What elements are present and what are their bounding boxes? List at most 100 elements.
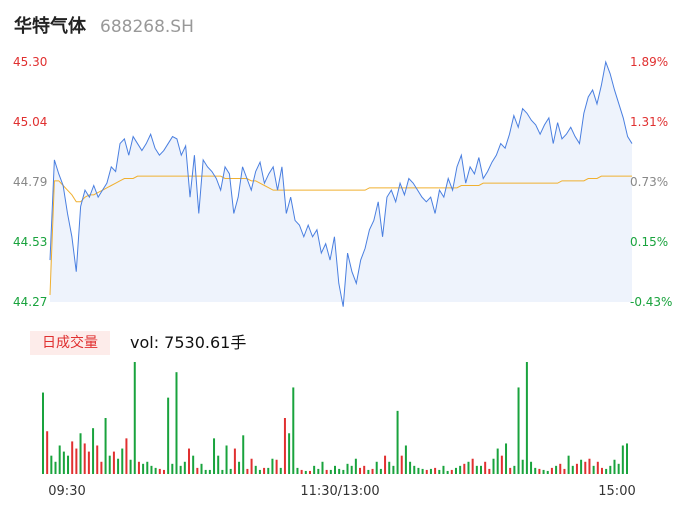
volume-bar <box>409 461 412 474</box>
volume-bar <box>242 435 245 474</box>
volume-bar <box>359 467 362 474</box>
volume-bar <box>609 465 612 474</box>
volume-bar <box>50 455 53 474</box>
volume-bar <box>71 441 74 474</box>
volume-bar <box>104 418 107 474</box>
volume-bar <box>137 461 140 474</box>
volume-bar <box>392 465 395 474</box>
y-tick-right: 1.89% <box>630 55 668 69</box>
volume-bar <box>317 468 320 474</box>
volume-bar <box>434 467 437 474</box>
volume-bar <box>254 465 257 474</box>
stock-code: 688268.SH <box>100 17 194 37</box>
volume-bar <box>375 461 378 474</box>
volume-bar <box>87 451 90 474</box>
volume-bar <box>154 467 157 474</box>
volume-bar <box>112 451 115 474</box>
y-tick-right: 0.73% <box>630 175 668 189</box>
volume-bar <box>613 459 616 474</box>
average-price-line <box>49 175 632 296</box>
volume-bar <box>480 465 482 474</box>
volume-bar <box>438 469 441 474</box>
volume-bar <box>67 455 70 474</box>
volume-bar <box>246 468 249 474</box>
volume-bar <box>171 463 174 474</box>
volume-bar <box>167 397 170 474</box>
volume-bar <box>354 458 357 474</box>
volume-bar <box>200 463 203 474</box>
volume-bar <box>559 463 562 474</box>
y-tick-right: -0.43% <box>630 295 672 309</box>
volume-bar <box>133 362 136 474</box>
volume-bar <box>505 443 508 474</box>
volume-bar <box>475 465 478 474</box>
volume-bar <box>183 461 186 474</box>
volume-bar <box>263 467 266 474</box>
volume-bar <box>371 468 374 474</box>
volume-bar <box>83 443 86 474</box>
volume-bar <box>580 459 583 474</box>
volume-bar <box>146 461 149 474</box>
volume-bar <box>442 465 445 474</box>
volume-bar <box>208 469 211 474</box>
y-tick-right: 0.15% <box>630 235 668 249</box>
volume-bar <box>626 443 628 474</box>
volume-bar <box>288 433 291 474</box>
volume-bar <box>425 469 428 474</box>
volume-bar <box>100 461 103 474</box>
volume-bar <box>400 455 403 474</box>
volume-bar <box>329 469 332 474</box>
volume-bar <box>96 445 99 474</box>
volume-bar <box>271 458 274 474</box>
volume-badge: 日成交量 <box>30 331 110 355</box>
volume-bar <box>217 455 220 474</box>
volume-bar <box>454 467 457 474</box>
volume-bar <box>417 467 420 474</box>
volume-bar <box>117 458 120 474</box>
volume-bar <box>233 448 236 474</box>
volume-bar <box>346 463 349 474</box>
volume-bar <box>196 467 199 474</box>
volume-bar <box>296 467 299 474</box>
volume-bar <box>563 468 566 474</box>
x-tick-label: 15:00 <box>598 484 635 499</box>
volume-bar <box>92 428 95 474</box>
stock-name: 华特气体 <box>14 16 86 37</box>
volume-bar <box>471 458 474 474</box>
volume-bar <box>513 465 516 474</box>
volume-bar <box>525 362 528 474</box>
volume-bar <box>605 468 608 474</box>
volume-bar <box>530 461 533 474</box>
volume-bar <box>421 468 424 474</box>
volume-bar <box>142 463 145 474</box>
volume-bar <box>363 465 366 474</box>
volume-bar <box>221 469 224 474</box>
volume-bar <box>267 467 270 474</box>
volume-bar <box>550 467 553 474</box>
volume-bar <box>488 468 491 474</box>
volume-bar <box>158 468 161 474</box>
volume-bar <box>413 465 416 474</box>
volume-bar <box>213 438 216 474</box>
volume-bar <box>129 459 132 474</box>
volume-bar <box>567 455 570 474</box>
y-tick-left: 44.27 <box>13 295 47 309</box>
volume-bar <box>258 469 261 474</box>
volume-bar <box>229 468 232 474</box>
volume-bar <box>404 445 407 474</box>
volume-bar <box>388 461 391 474</box>
volume-bar <box>338 468 341 474</box>
y-tick-left: 44.79 <box>13 175 47 189</box>
volume-bar <box>542 469 545 474</box>
y-tick-left: 45.04 <box>13 115 47 129</box>
volume-bar <box>334 465 336 474</box>
volume-bar <box>313 465 316 474</box>
volume-bar <box>204 469 207 474</box>
volume-bar <box>342 469 345 474</box>
volume-bar <box>275 459 278 474</box>
volume-bar <box>521 459 524 474</box>
volume-bar <box>596 461 599 474</box>
volume-bar <box>188 448 190 474</box>
price-line <box>49 60 633 307</box>
volume-bar <box>108 455 111 474</box>
